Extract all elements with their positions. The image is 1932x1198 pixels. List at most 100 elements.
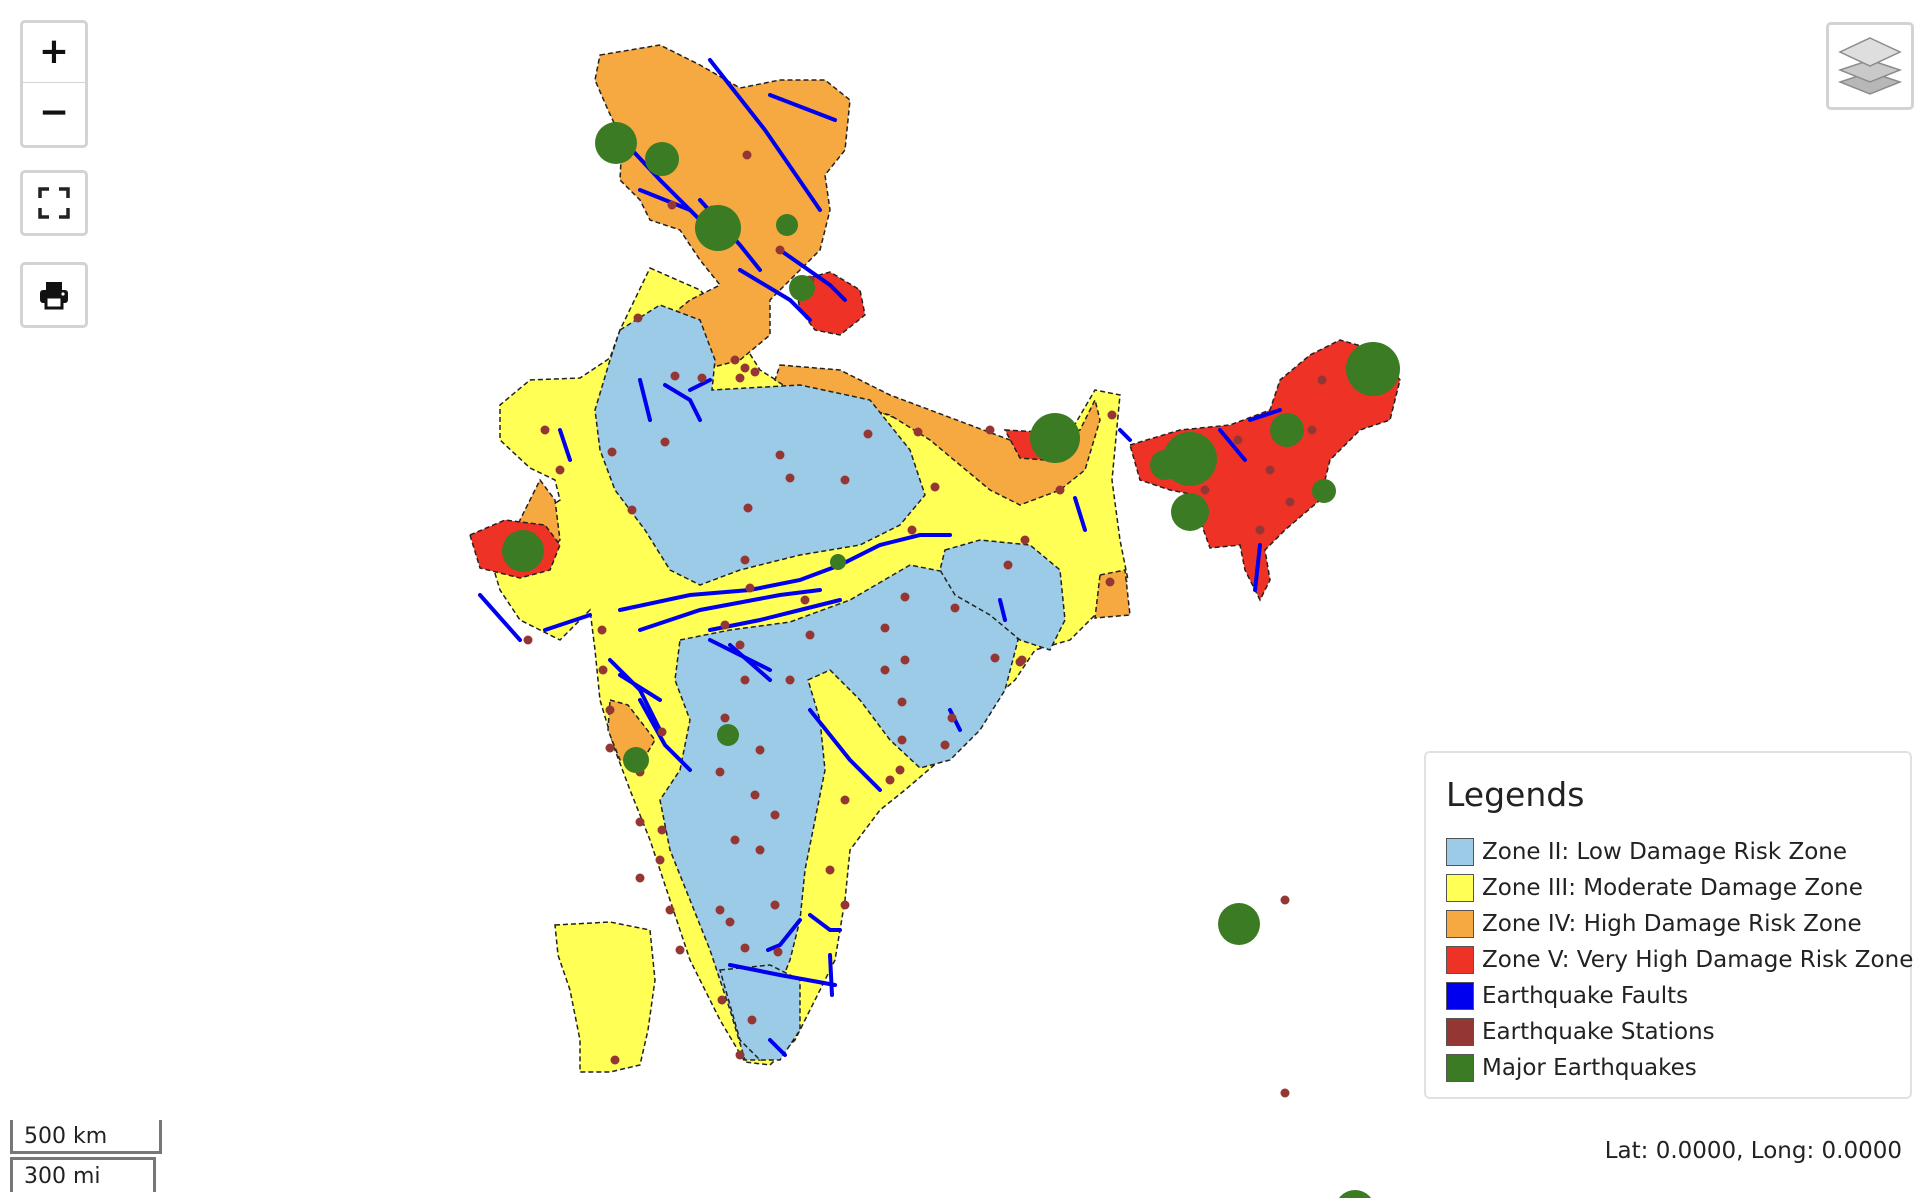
legend-item-zone-iii: Zone III: Moderate Damage Zone: [1446, 870, 1890, 906]
station-dot: [895, 765, 905, 775]
station-dot: [598, 665, 608, 675]
station-dot: [805, 630, 815, 640]
station-dot: [750, 790, 760, 800]
earthquake-marker: [1312, 479, 1336, 503]
station-dot: [770, 810, 780, 820]
station-dot: [1280, 1088, 1290, 1098]
zoom-in-button[interactable]: +: [38, 31, 70, 72]
fault-line: [808, 708, 882, 792]
major-earthquakes: [502, 122, 1400, 1198]
earthquake-marker: [695, 205, 741, 251]
station-dot: [1280, 895, 1290, 905]
fault-line: [608, 658, 662, 732]
station-dot: [1055, 485, 1065, 495]
station-dot: [747, 1015, 757, 1025]
legend-swatch: [1446, 1054, 1474, 1082]
fault-line: [998, 598, 1007, 622]
station-dot: [675, 945, 685, 955]
station-dot: [605, 743, 615, 753]
legend-swatch: [1446, 982, 1474, 1010]
coordinates-readout: Lat: 0.0000, Long: 0.0000: [1604, 1138, 1902, 1164]
earthquake-marker: [1171, 493, 1209, 531]
legend-label: Major Earthquakes: [1482, 1055, 1697, 1081]
station-dot: [770, 900, 780, 910]
fault-line: [728, 643, 772, 682]
station-dot: [720, 620, 730, 630]
station-dot: [627, 505, 637, 515]
station-dot: [740, 675, 750, 685]
station-dot: [840, 475, 850, 485]
station-dot: [635, 873, 645, 883]
station-dot: [750, 367, 760, 377]
station-dot: [1020, 535, 1030, 545]
fullscreen-button[interactable]: [20, 170, 88, 236]
station-dot: [1107, 410, 1117, 420]
station-dot: [940, 740, 950, 750]
station-dot: [773, 947, 783, 957]
station-dot: [740, 555, 750, 565]
station-dot: [897, 697, 907, 707]
legend-item-major-earthquakes: Major Earthquakes: [1446, 1050, 1890, 1086]
station-dot: [880, 623, 890, 633]
station-dot: [657, 825, 667, 835]
zoom-out-button[interactable]: −: [38, 92, 70, 133]
station-dot: [597, 625, 607, 635]
station-dot: [840, 900, 850, 910]
station-dot: [660, 437, 670, 447]
fault-line: [638, 378, 652, 422]
station-dot: [715, 767, 725, 777]
earthquake-faults: [478, 58, 1282, 1057]
station-dot: [742, 150, 752, 160]
fault-line: [708, 58, 822, 212]
printer-icon: [40, 282, 68, 310]
station-dot: [725, 917, 735, 927]
station-dot: [735, 1050, 745, 1060]
earthquake-marker: [623, 747, 649, 773]
station-dot: [730, 835, 740, 845]
station-dot: [607, 447, 617, 457]
station-dot: [697, 373, 707, 383]
legend-swatch: [1446, 910, 1474, 938]
station-dot: [785, 473, 795, 483]
fault-line: [766, 918, 802, 952]
fault-line: [558, 428, 572, 462]
station-dot: [605, 705, 615, 715]
station-dot: [863, 429, 873, 439]
layers-icon: [1838, 37, 1902, 95]
zone-ii-south: [719, 964, 801, 1061]
station-dot: [907, 525, 917, 535]
station-dot: [1003, 560, 1013, 570]
station-dot: [735, 373, 745, 383]
station-dot: [775, 245, 785, 255]
earthquake-marker: [1030, 413, 1080, 463]
legend-item-zone-v: Zone V: Very High Damage Risk Zone: [1446, 942, 1913, 978]
fault-line: [663, 383, 702, 422]
legend-item-zone-ii: Zone II: Low Damage Risk Zone: [1446, 834, 1890, 870]
station-dot: [635, 817, 645, 827]
scale-km-label: 500 km: [10, 1120, 162, 1154]
zone-ii-central: [659, 564, 1019, 1061]
legend-item-stations: Earthquake Stations: [1446, 1014, 1890, 1050]
station-dot: [1233, 435, 1243, 445]
print-button[interactable]: [20, 262, 88, 328]
legend-swatch: [1446, 838, 1474, 866]
station-dot: [985, 425, 995, 435]
station-dot: [825, 865, 835, 875]
station-dot: [743, 503, 753, 513]
fault-line: [1118, 428, 1132, 442]
station-dot: [540, 425, 550, 435]
station-dot: [745, 583, 755, 593]
legend-label: Zone V: Very High Damage Risk Zone: [1482, 947, 1914, 973]
legend-item-faults: Earthquake Faults: [1446, 978, 1890, 1014]
station-dot: [655, 855, 665, 865]
zoom-divider: [23, 82, 85, 83]
fault-line: [828, 953, 834, 997]
layers-button[interactable]: [1826, 22, 1914, 110]
legend-swatch: [1446, 1018, 1474, 1046]
zone-ii-east: [939, 539, 1066, 651]
earthquake-marker: [1150, 450, 1180, 480]
station-dot: [715, 905, 725, 915]
station-dot: [840, 795, 850, 805]
station-dot: [523, 635, 533, 645]
